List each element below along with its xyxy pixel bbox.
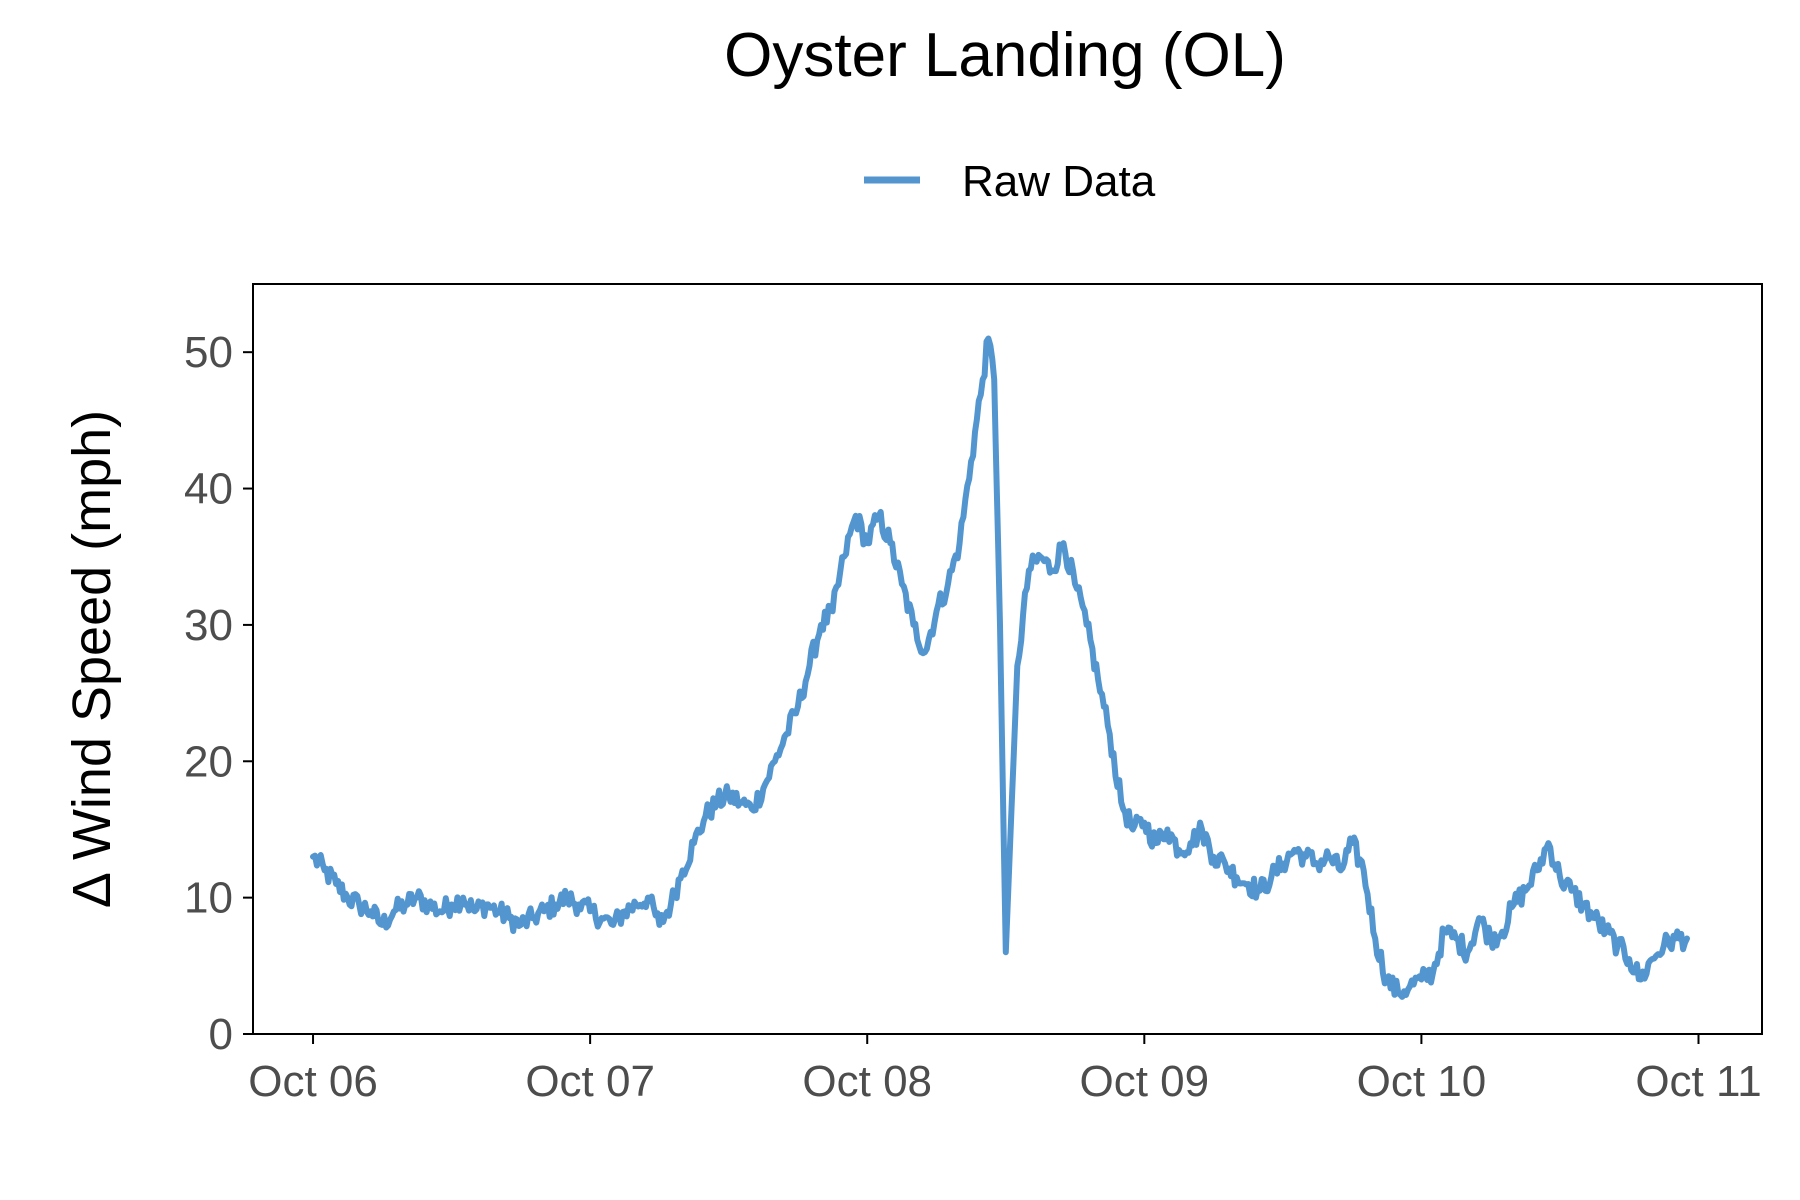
series-line-raw-data bbox=[310, 335, 1690, 1000]
x-tick-label-2: Oct 08 bbox=[802, 1057, 932, 1106]
y-tick-label-50: 50 bbox=[184, 328, 233, 377]
legend: Raw Data bbox=[864, 157, 1156, 206]
y-tick-label-30: 30 bbox=[184, 601, 233, 650]
series-group bbox=[310, 335, 1690, 1000]
plot-area-frame bbox=[252, 283, 1763, 1035]
y-tick-label-40: 40 bbox=[184, 465, 233, 514]
y-tick-label-10: 10 bbox=[184, 874, 233, 923]
y-tick-label-0: 0 bbox=[209, 1010, 233, 1059]
y-axis-ticks: 0 10 20 30 40 50 bbox=[184, 328, 253, 1059]
x-axis-ticks: Oct 06 Oct 07 Oct 08 Oct 09 Oct 10 Oct 11 bbox=[248, 1034, 1762, 1106]
x-tick-label-4: Oct 10 bbox=[1357, 1057, 1487, 1106]
legend-label-raw-data: Raw Data bbox=[962, 157, 1156, 206]
x-tick-label-1: Oct 07 bbox=[525, 1057, 655, 1106]
y-axis-title: Δ Wind Speed (mph) bbox=[62, 410, 122, 908]
chart-title: Oyster Landing (OL) bbox=[724, 21, 1286, 90]
x-tick-label-5: Oct 11 bbox=[1635, 1057, 1761, 1106]
x-tick-label-0: Oct 06 bbox=[248, 1057, 378, 1106]
y-tick-label-20: 20 bbox=[184, 737, 233, 786]
x-tick-label-3: Oct 09 bbox=[1080, 1057, 1210, 1106]
